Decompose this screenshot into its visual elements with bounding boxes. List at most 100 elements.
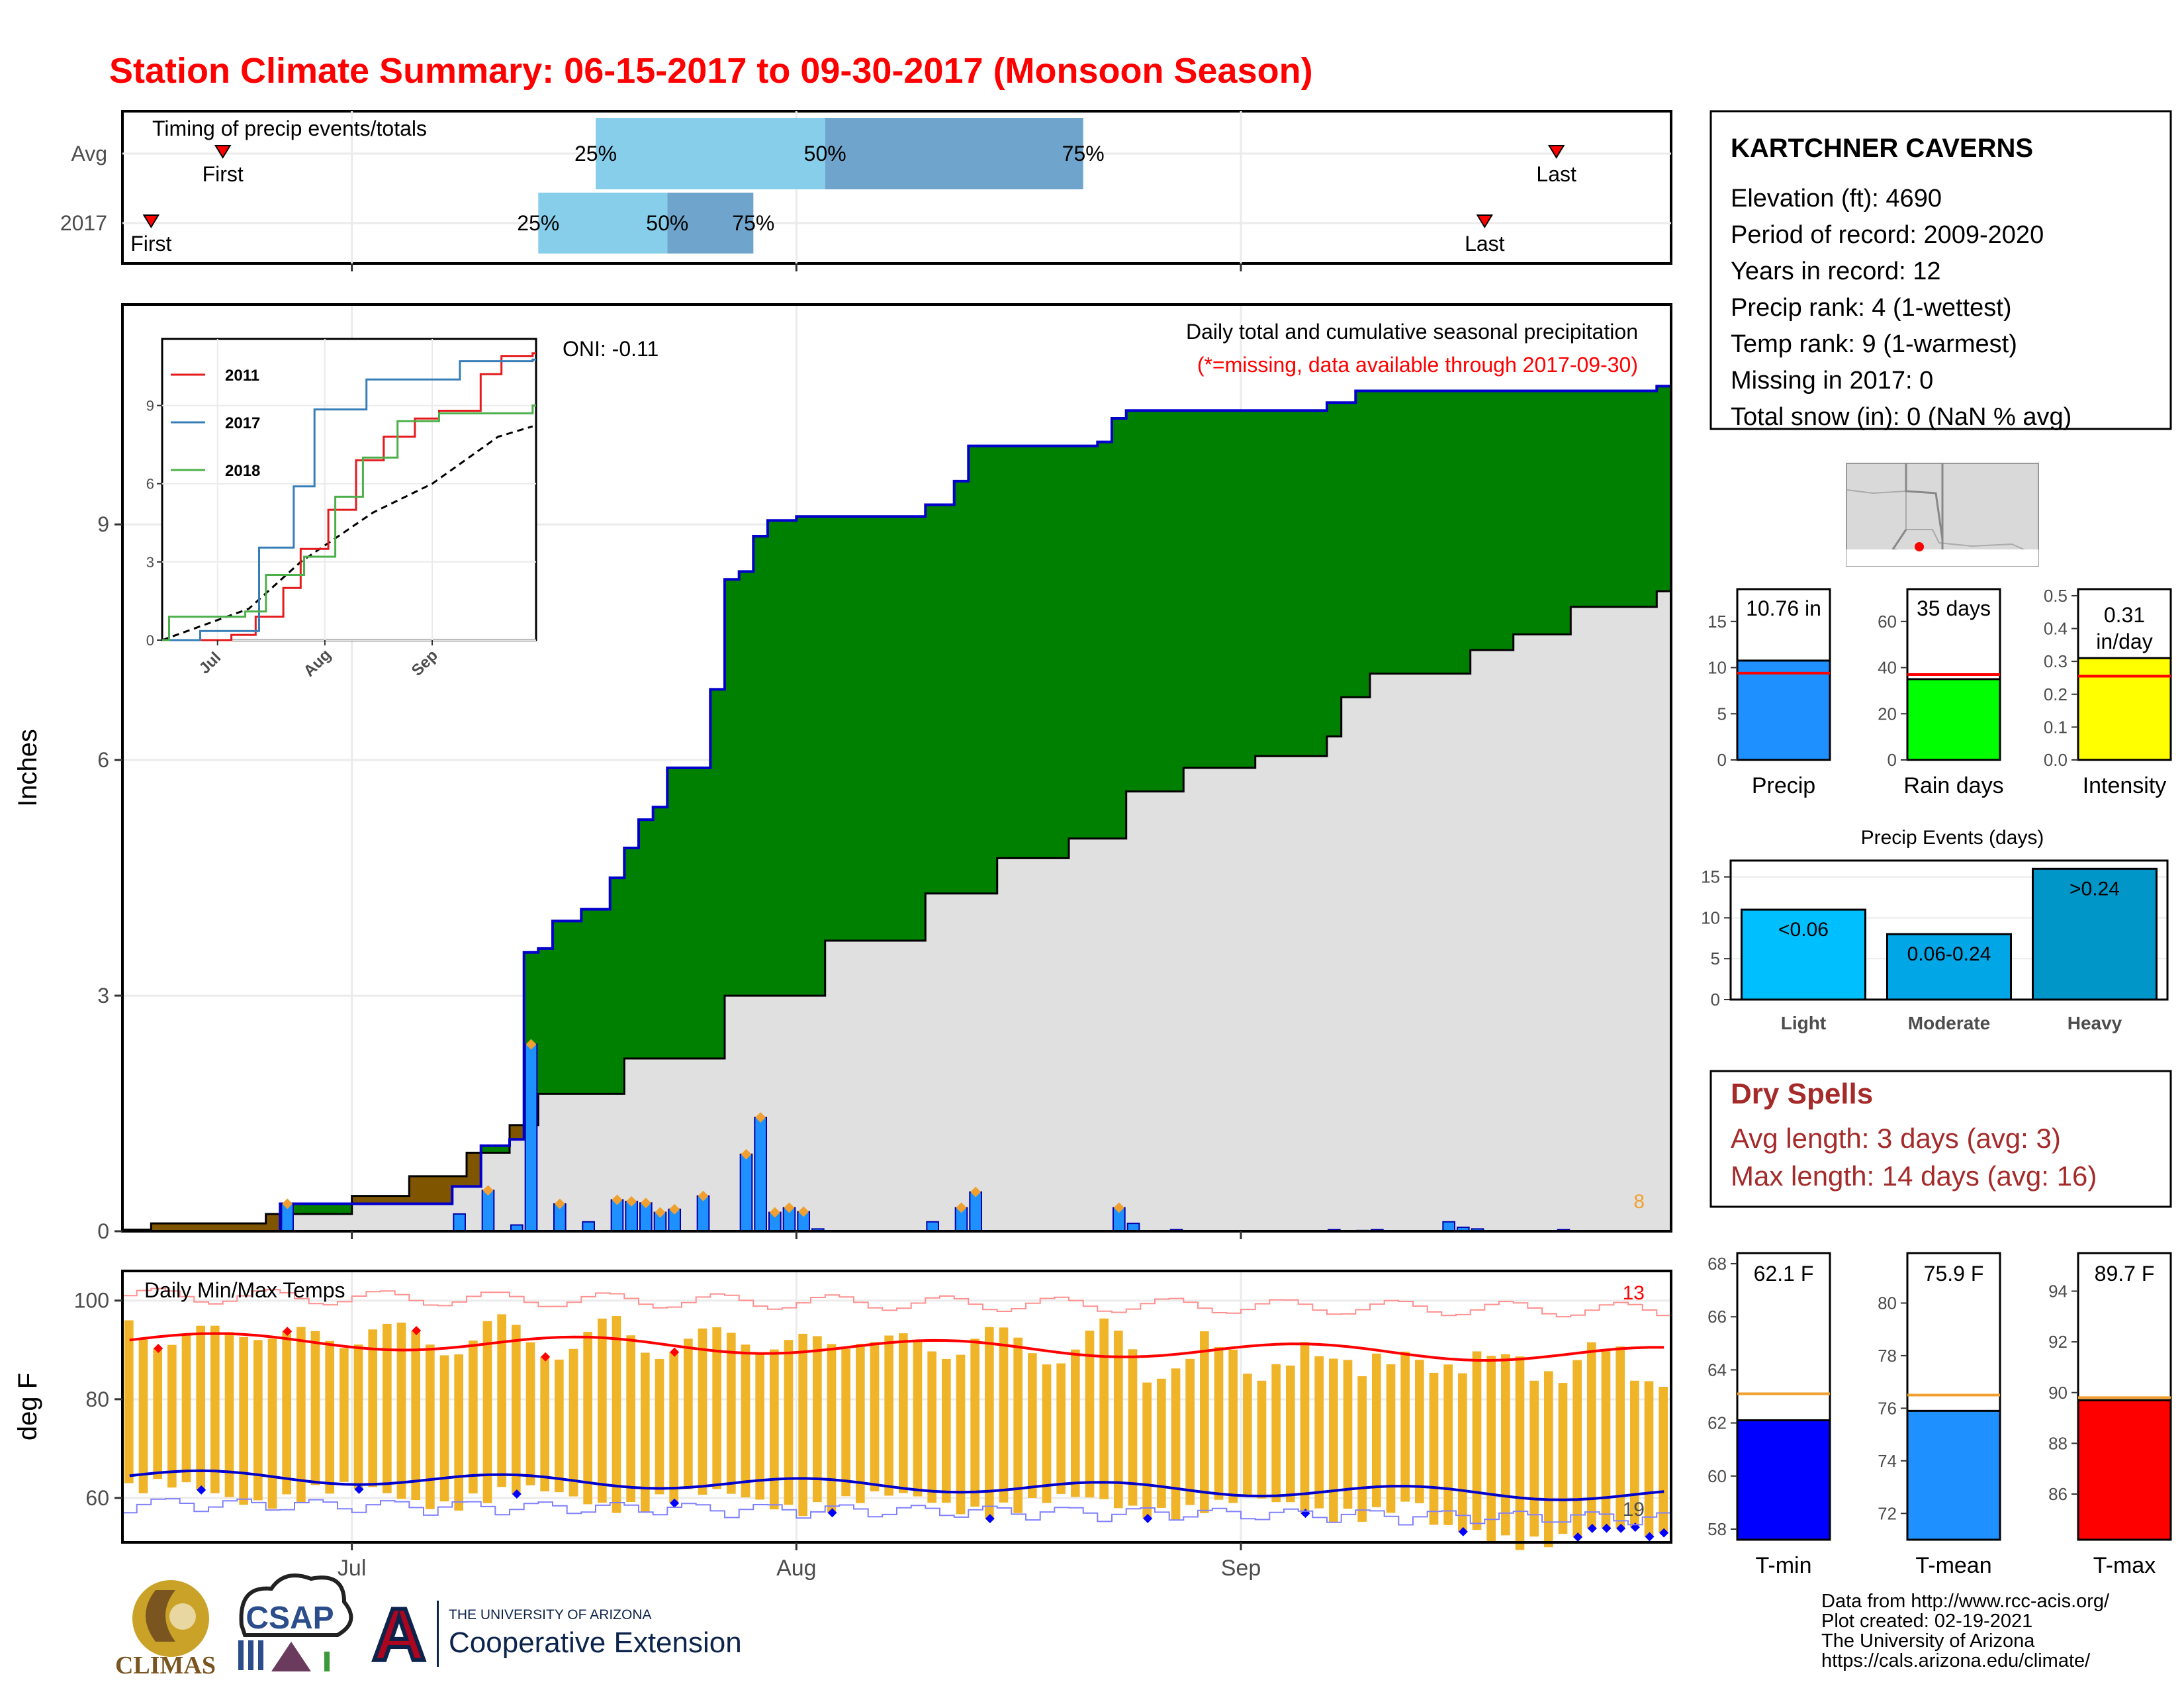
inset-y-tick-label: 0 [146, 632, 154, 649]
dry-spells-title: Dry Spells [1731, 1078, 1873, 1110]
summary-y-tick-label: 0 [1888, 750, 1897, 770]
daily-temp-bar [1142, 1382, 1152, 1519]
temp-summary-y-tick-label: 60 [1707, 1466, 1727, 1486]
timing-marker-last-2017 [1476, 214, 1494, 228]
record-low-marker [1645, 1532, 1655, 1542]
daily-temp-bar [1458, 1373, 1467, 1532]
footer-line-ua: The University of Arizona [1821, 1630, 2035, 1652]
daily-temp-bar [1372, 1353, 1381, 1507]
precip-events-chart: Precip Events (days) 0 5 10 15 <0.06 Light 0.0… [1701, 827, 2169, 1033]
inset-legend-label: 2017 [225, 414, 260, 432]
daily-precip-bar [453, 1213, 466, 1233]
station-line-period: Period of record: 2009-2020 [1731, 221, 2044, 249]
daily-precip-bar [696, 1195, 710, 1233]
footer-line-created: Plot created: 02-19-2021 [1821, 1611, 2032, 1632]
record-low-marker [985, 1514, 995, 1524]
daily-temp-bar [1544, 1371, 1553, 1548]
csap-logo: CSAP [238, 1573, 353, 1671]
station-location-marker [1915, 542, 1924, 551]
daily-temp-bar [1558, 1383, 1568, 1534]
timing-label-p50-2017: 50% [646, 211, 688, 235]
station-line-elevation: Elevation (ft): 4690 [1731, 185, 1942, 212]
precip-missing-note: (*=missing, data available through 2017-… [1197, 353, 1638, 377]
cumulative-2017-line [122, 385, 1671, 1233]
daily-temp-bar [1185, 1358, 1195, 1505]
daily-temp-bar [741, 1344, 751, 1498]
heavy-precip-marker [1113, 1202, 1124, 1213]
temp-y-tick-label: 80 [85, 1387, 109, 1411]
inset-y-tick-label: 9 [146, 398, 154, 414]
daily-temp-bar [1472, 1351, 1482, 1530]
daily-temp-bar [1243, 1374, 1252, 1497]
daily-precip-bar [524, 1043, 538, 1232]
temp-summary-y-tick-label: 90 [2048, 1383, 2068, 1403]
daily-precip-bar [481, 1190, 495, 1232]
daily-temp-bar [325, 1340, 334, 1494]
temp-summary-y-tick-label: 74 [1878, 1451, 1897, 1471]
daily-temp-bar [497, 1314, 506, 1487]
y-tick-label: 3 [97, 984, 109, 1008]
summary-bar-precip [1736, 659, 1831, 761]
above-average-area [280, 386, 1672, 1214]
daily-temp-bar [1615, 1346, 1625, 1528]
events-category-label: Light [1781, 1013, 1826, 1033]
ua-small-text: THE UNIVERSITY OF ARIZONA [449, 1607, 652, 1622]
daily-temp-bar [181, 1334, 191, 1483]
daily-temp-bar [1415, 1360, 1424, 1503]
station-name: KARTCHNER CAVERNS [1731, 134, 2033, 163]
station-line-temp-rank: Temp rank: 9 (1-warmest) [1731, 330, 2017, 358]
daily-temp-bar [1200, 1331, 1209, 1513]
summary-value-label: 35 days [1917, 596, 1991, 620]
y-tick-label: 0 [97, 1219, 109, 1243]
record-high-marker [283, 1327, 293, 1336]
heavy-precip-marker [655, 1207, 666, 1218]
daily-temp-bar [985, 1327, 994, 1519]
inset-series-2017 [162, 358, 536, 641]
daily-precip-bar [969, 1191, 983, 1233]
temp-summary-bar-t-mean [1906, 1409, 2001, 1541]
temp-top-count: 13 [1623, 1282, 1645, 1304]
events-y-tick-label: 10 [1701, 908, 1720, 927]
heavy-precip-marker [554, 1198, 565, 1209]
daily-temp-bar [555, 1359, 564, 1493]
events-y-tick-label: 15 [1701, 867, 1720, 887]
daily-temp-bar [813, 1336, 822, 1503]
summary-y-tick-label: 15 [1707, 612, 1727, 632]
daily-temp-bar [1587, 1342, 1596, 1528]
daily-temp-bar [569, 1348, 578, 1497]
daily-precip-bar [739, 1153, 753, 1232]
daily-precip-bar [582, 1221, 595, 1232]
daily-temp-bar [267, 1338, 277, 1509]
timing-label-p50-avg: 50% [804, 142, 846, 165]
record-low-marker [512, 1489, 522, 1499]
daily-temp-bar [1085, 1331, 1095, 1498]
timing-bar-q25-q50-avg [596, 118, 825, 189]
daily-temp-bar [540, 1356, 549, 1492]
precip-ylabel: Inches [13, 729, 42, 807]
summary-category-label: Intensity [2083, 773, 2167, 798]
daily-temp-bar [1443, 1364, 1453, 1525]
daily-temp-bar [1056, 1363, 1066, 1494]
temp-ylabel: deg F [13, 1373, 42, 1440]
temp-summary-y-tick-label: 94 [2048, 1281, 2068, 1301]
events-bar-label: <0.06 [1778, 919, 1829, 941]
station-line-years: Years in record: 12 [1731, 258, 1941, 285]
daily-temp-bar [1630, 1380, 1639, 1528]
heavy-precip-marker [798, 1206, 809, 1217]
daily-temp-bar [1601, 1350, 1611, 1528]
events-bar-label: 0.06-0.24 [1907, 943, 1991, 965]
daily-temp-bar [1042, 1364, 1052, 1503]
daily-temp-bar [1644, 1381, 1654, 1537]
daily-temp-bar [1228, 1349, 1238, 1503]
temp-panel-title: Daily Min/Max Temps [144, 1278, 345, 1302]
daily-temp-bar [224, 1332, 234, 1497]
record-low-marker [1587, 1523, 1597, 1533]
avg-cumulative-line [122, 590, 1671, 1231]
temp-y-tick-label: 60 [85, 1486, 109, 1510]
daily-temp-bar [383, 1323, 392, 1493]
timing-label-p25-2017: 25% [517, 211, 559, 235]
x-tick-label: Jul [338, 1556, 366, 1581]
heavy-precip-marker [698, 1190, 709, 1201]
daily-temp-bar [454, 1354, 463, 1511]
